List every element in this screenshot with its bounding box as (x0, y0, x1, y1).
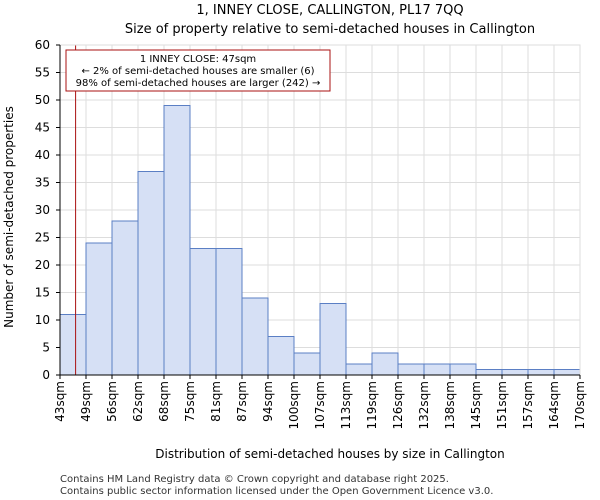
bar-49sqm (85, 242, 113, 376)
y-tick-labels: 0 5 10 15 20 25 30 35 40 45 50 55 60 (35, 38, 60, 382)
x-tick-label: 138sqm (443, 381, 457, 429)
bar-113sqm (345, 363, 373, 376)
annotation-line-3: 98% of semi-detached houses are larger (… (76, 78, 321, 89)
y-tick-label: 35 (35, 176, 50, 190)
x-tick-label: 75sqm (183, 381, 197, 422)
x-tick-label: 157sqm (521, 381, 535, 429)
x-tick-label: 164sqm (547, 381, 561, 429)
bar-107sqm (319, 303, 347, 376)
y-tick-label: 45 (35, 121, 50, 135)
bar-157sqm (527, 369, 555, 376)
y-axis-title: Number of semi-detached properties (2, 106, 16, 328)
y-tick-label: 50 (35, 93, 50, 107)
bar-81sqm (215, 248, 243, 376)
x-tick-label: 119sqm (365, 381, 379, 429)
bar-56sqm (111, 220, 139, 376)
x-tick-label: 43sqm (53, 381, 67, 422)
y-tick-label: 40 (35, 148, 50, 162)
annotation-line-2: ← 2% of semi-detached houses are smaller… (81, 66, 314, 77)
y-tick-label: 0 (42, 368, 50, 382)
x-tick-label: 126sqm (391, 381, 405, 429)
x-tick-label: 62sqm (131, 381, 145, 422)
bar-164sqm (553, 369, 581, 376)
chart-title: 1, INNEY CLOSE, CALLINGTON, PL17 7QQ (196, 3, 463, 18)
y-tick-label: 15 (35, 286, 50, 300)
y-tick-label: 10 (35, 313, 50, 327)
x-tick-label: 170sqm (573, 381, 587, 429)
bar-94sqm (267, 336, 295, 376)
x-tick-label: 145sqm (469, 381, 483, 429)
x-axis-title: Distribution of semi-detached houses by … (155, 447, 505, 461)
bar-62sqm (137, 171, 165, 376)
bar-119sqm (371, 352, 399, 376)
bars (59, 105, 581, 376)
bar-87sqm (241, 297, 269, 376)
x-tick-label: 94sqm (261, 381, 275, 422)
bar-126sqm (397, 363, 425, 376)
bar-100sqm (293, 352, 321, 376)
bar-75sqm (189, 248, 217, 376)
x-tick-label: 56sqm (105, 381, 119, 422)
x-tick-label: 132sqm (417, 381, 431, 429)
bar-43sqm (59, 314, 87, 376)
x-tick-label: 107sqm (313, 381, 327, 429)
y-tick-label: 5 (42, 341, 50, 355)
x-tick-label: 151sqm (495, 381, 509, 429)
y-tick-label: 25 (35, 231, 50, 245)
x-tick-label: 81sqm (209, 381, 223, 422)
y-tick-label: 60 (35, 38, 50, 52)
y-tick-label: 30 (35, 203, 50, 217)
bar-68sqm (163, 105, 191, 376)
chart-subtitle: Size of property relative to semi-detach… (125, 22, 535, 37)
bar-138sqm (449, 363, 477, 376)
x-tick-label: 87sqm (235, 381, 249, 422)
y-tick-label: 55 (35, 66, 50, 80)
annotation-box: 1 INNEY CLOSE: 47sqm ← 2% of semi-detach… (65, 49, 331, 92)
x-tick-label: 113sqm (339, 381, 353, 429)
footer-line-2: Contains public sector information licen… (60, 486, 493, 497)
y-tick-label: 20 (35, 258, 50, 272)
bar-145sqm (475, 369, 503, 376)
x-tick-label: 68sqm (157, 381, 171, 422)
footer-line-1: Contains HM Land Registry data © Crown c… (60, 474, 449, 485)
bar-151sqm (501, 369, 529, 376)
annotation-line-1: 1 INNEY CLOSE: 47sqm (140, 54, 256, 65)
x-tick-label: 100sqm (287, 381, 301, 429)
annotation-frame (65, 49, 331, 92)
x-tick-labels: 43sqm 49sqm 56sqm 62sqm 68sqm 75sqm 81sqm 87sqm… (53, 375, 587, 429)
x-tick-label: 49sqm (79, 381, 93, 422)
bar-132sqm (423, 363, 451, 376)
